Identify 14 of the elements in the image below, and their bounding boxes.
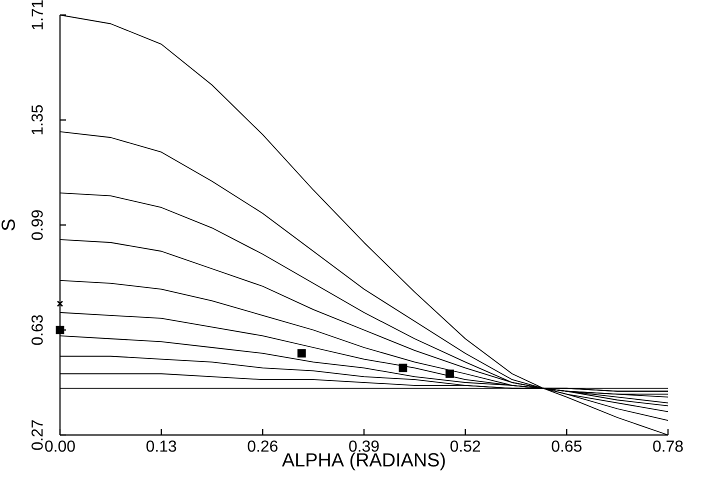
y-tick-label: 1.35 — [32, 105, 43, 134]
x-tick-label: 0.00 — [45, 440, 75, 452]
y-tick-label: 0.63 — [32, 315, 43, 345]
y-tick-label: 1.71 — [32, 0, 43, 30]
x-tick-label: 0.52 — [450, 440, 480, 452]
y-tick-label: 0.27 — [32, 420, 43, 450]
y-axis-title: S — [2, 220, 15, 230]
x-tick-label: 0.78 — [653, 440, 683, 452]
y-tick-label: 0.99 — [32, 210, 43, 240]
x-tick-label: 0.39 — [349, 440, 379, 452]
x-tick-label: 0.26 — [248, 440, 278, 452]
x-axis-title: ALPHA (RADIANS) — [282, 452, 445, 470]
x-tick-label: 0.13 — [146, 440, 176, 452]
x-tick-label: 0.65 — [552, 440, 582, 452]
